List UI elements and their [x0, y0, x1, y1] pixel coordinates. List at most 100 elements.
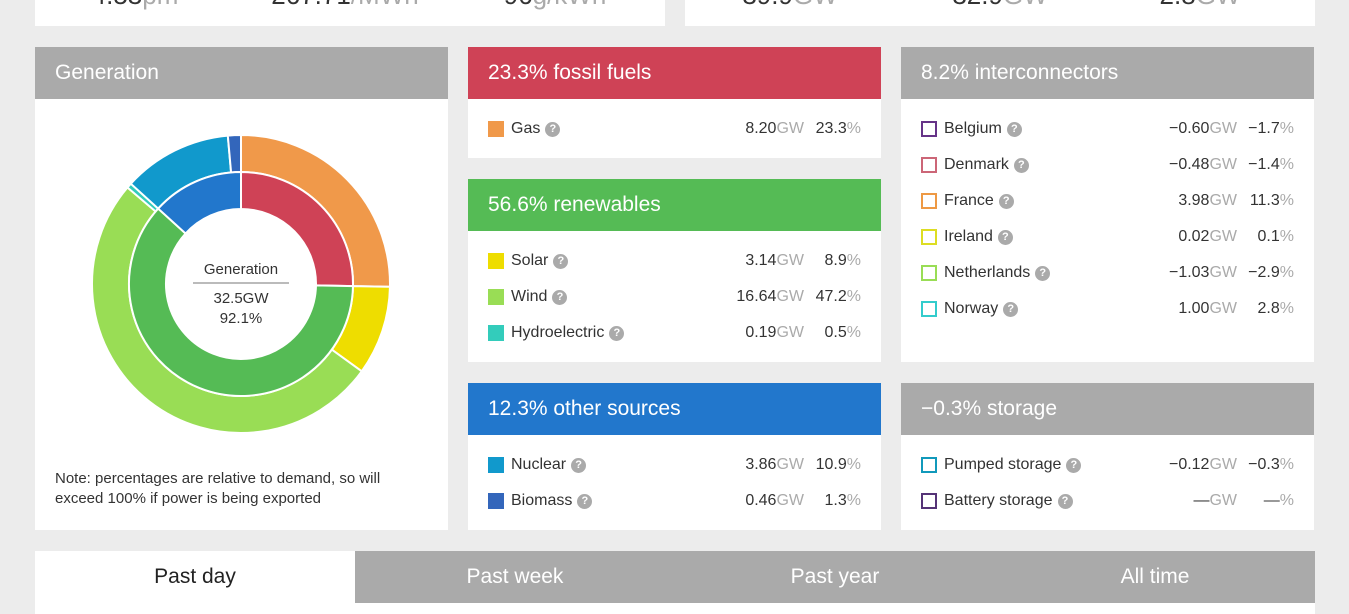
source-name: Biomass? [511, 489, 593, 513]
stat-unit: pm [142, 0, 178, 10]
label: Pumped storage [944, 456, 1062, 473]
percent-unit: % [846, 324, 861, 341]
help-icon[interactable]: ? [1003, 302, 1019, 317]
power: 16.64GW [736, 285, 804, 309]
percent-unit: % [1279, 120, 1294, 137]
percent-value: 8.9 [824, 252, 847, 269]
inner-arc [128, 207, 355, 397]
source-name: Denmark? [944, 153, 1029, 177]
swatch [921, 121, 937, 137]
help-icon[interactable]: ? [1066, 458, 1082, 473]
storage-card: −0.3% storage Pumped storage? −0.12GW −0.3%… [901, 383, 1314, 530]
source-name: France? [944, 189, 1014, 213]
help-icon[interactable]: ? [998, 194, 1014, 209]
help-icon[interactable]: ? [553, 254, 569, 269]
power: 0.46GW [745, 489, 804, 513]
swatch [488, 289, 504, 305]
source-row: Nuclear? 3.86GW 10.9% [468, 453, 881, 477]
label: France [944, 192, 994, 209]
help-icon[interactable]: ? [997, 230, 1013, 245]
power-unit: GW [1209, 264, 1237, 281]
label: Gas [511, 120, 541, 137]
power-value: — [1193, 492, 1210, 509]
help-icon[interactable]: ? [577, 494, 593, 509]
source-name: Battery storage? [944, 489, 1073, 513]
percent-unit: % [1279, 192, 1294, 209]
interconnector-card: 8.2% interconnectors Belgium? −0.60GW −1.7%… [901, 47, 1314, 362]
group-card: 23.3% fossil fuels Gas? 8.20GW 23.3% [468, 47, 881, 158]
card-header: Generation [35, 47, 448, 99]
card-header: 8.2% interconnectors [901, 47, 1314, 99]
power-unit: GW [776, 252, 804, 269]
swatch [921, 457, 937, 473]
power-value: 0.46 [745, 492, 777, 509]
source-name: Norway? [944, 297, 1019, 321]
help-icon[interactable]: ? [1006, 122, 1022, 137]
stat-value: 4.53 [92, 0, 143, 10]
center-title: Generation [204, 261, 278, 278]
help-icon[interactable]: ? [1013, 158, 1029, 173]
power: −0.48GW [1169, 153, 1237, 177]
stat-value: 39.9 [742, 0, 793, 10]
help-icon[interactable]: ? [1057, 494, 1073, 509]
tab[interactable]: Past day [35, 551, 355, 603]
group-card: 56.6% renewables Solar? 3.14GW 8.9% Wind? 16.… [468, 179, 881, 362]
source-name: Ireland? [944, 225, 1013, 249]
source-row: Hydroelectric? 0.19GW 0.5% [468, 321, 881, 345]
label: Wind [511, 288, 548, 305]
power: 1.00GW [1178, 297, 1237, 321]
percent: 0.1% [1258, 225, 1294, 249]
label: Nuclear [511, 456, 567, 473]
power-value: 3.98 [1178, 192, 1210, 209]
tab[interactable]: Past week [355, 551, 675, 603]
card-header: 12.3% other sources [468, 383, 881, 435]
power-value: 3.86 [745, 456, 777, 473]
power: −0.12GW [1169, 453, 1237, 477]
outer-arc [226, 133, 242, 174]
help-icon[interactable]: ? [609, 326, 625, 341]
percent: −0.3% [1248, 453, 1294, 477]
stat: 4.53pm [92, 0, 179, 11]
power-unit: GW [1209, 192, 1237, 209]
power-value: 8.20 [745, 120, 777, 137]
power-value: 0.02 [1178, 228, 1210, 245]
percent-unit: % [1279, 300, 1294, 317]
label: Biomass [511, 492, 573, 509]
percent: 2.8% [1258, 297, 1294, 321]
percent-unit: % [846, 252, 861, 269]
group-card: 12.3% other sources Nuclear? 3.86GW 10.9% Bi… [468, 383, 881, 530]
stat: 32.9GW [952, 0, 1047, 11]
source-row: Biomass? 0.46GW 1.3% [468, 489, 881, 513]
percent: 8.9% [825, 249, 861, 273]
percent-value: 2.8 [1257, 300, 1280, 317]
percent: —% [1264, 489, 1294, 513]
percent: −1.7% [1248, 117, 1294, 141]
power-unit: GW [776, 324, 804, 341]
stat-unit: GW [1196, 0, 1241, 10]
label: Denmark [944, 156, 1009, 173]
stat: 2.8GW [1160, 0, 1241, 11]
power-value: −0.12 [1168, 456, 1210, 473]
tab[interactable]: Past year [675, 551, 995, 603]
summary-card: 39.9 GW 32.9GW 2.8GW [685, 0, 1315, 26]
source-row: Denmark? −0.48GW −1.4% [901, 153, 1314, 177]
label: Battery storage [944, 492, 1053, 509]
swatch [921, 265, 937, 281]
help-icon[interactable]: ? [545, 122, 561, 137]
source-name: Belgium? [944, 117, 1022, 141]
help-icon[interactable]: ? [1035, 266, 1051, 281]
stat-value: 32.9 [952, 0, 1003, 10]
power-unit: GW [1209, 492, 1237, 509]
power-unit: GW [776, 492, 804, 509]
stat-value: 96 [504, 0, 533, 10]
summary-card: 4.53pm 267.71/MWh 96g/kWh [35, 0, 665, 26]
percent-value: −1.7 [1248, 120, 1280, 137]
percent-value: 1.3 [824, 492, 847, 509]
tab[interactable]: All time [995, 551, 1315, 603]
source-name: Wind? [511, 285, 568, 309]
source-row: Belgium? −0.60GW −1.7% [901, 117, 1314, 141]
tab-panel [35, 603, 1315, 614]
percent: −2.9% [1248, 261, 1294, 285]
help-icon[interactable]: ? [571, 458, 587, 473]
help-icon[interactable]: ? [552, 290, 568, 305]
